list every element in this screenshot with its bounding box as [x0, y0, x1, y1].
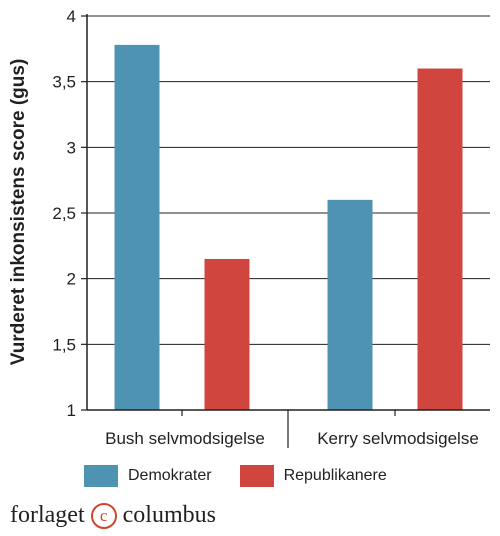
y-tick-label: 3,5 [52, 73, 76, 92]
y-tick-label: 2,5 [52, 204, 76, 223]
y-axis-label: Vurderet inkonsistens score (gus) [8, 59, 29, 366]
legend: Demokrater Republikanere [84, 465, 415, 487]
legend-item-republikanere: Republikanere [239, 465, 387, 487]
y-tick-label: 1,5 [52, 335, 76, 354]
copyright-mark-icon: c [90, 502, 117, 529]
y-ticks: 1 1,5 2 2,5 3 3,5 4 [52, 7, 87, 420]
bar-chart: 1 1,5 2 2,5 3 3,5 4 Bush selvmodsigelse Kerry s… [8, 7, 490, 448]
x-category-label: Kerry selvmodsigelse [317, 429, 479, 448]
publisher-name-left: forlaget [10, 502, 85, 528]
y-tick-label: 3 [67, 138, 76, 157]
bar-republikanere-2 [417, 68, 463, 411]
bar-demokrater-1 [114, 44, 160, 410]
bars [114, 44, 463, 411]
y-tick-label: 4 [67, 7, 76, 26]
bar-republikanere-1 [204, 258, 250, 410]
x-category-label: Bush selvmodsigelse [105, 429, 265, 448]
legend-swatch-republikanere [239, 465, 274, 487]
bar-demokrater-2 [327, 199, 373, 410]
y-tick-label: 2 [67, 270, 76, 289]
x-category-labels: Bush selvmodsigelse Kerry selvmodsigelse [105, 410, 479, 448]
legend-swatch-demokrater [84, 465, 118, 487]
legend-label-demokrater: Demokrater [128, 467, 212, 484]
legend-item-demokrater: Demokrater [84, 465, 212, 487]
publisher-name-right: columbus [122, 502, 216, 528]
y-tick-label: 1 [67, 401, 76, 420]
publisher-logo: forlaget c columbus [10, 502, 216, 529]
legend-label-republikanere: Republikanere [283, 467, 387, 484]
